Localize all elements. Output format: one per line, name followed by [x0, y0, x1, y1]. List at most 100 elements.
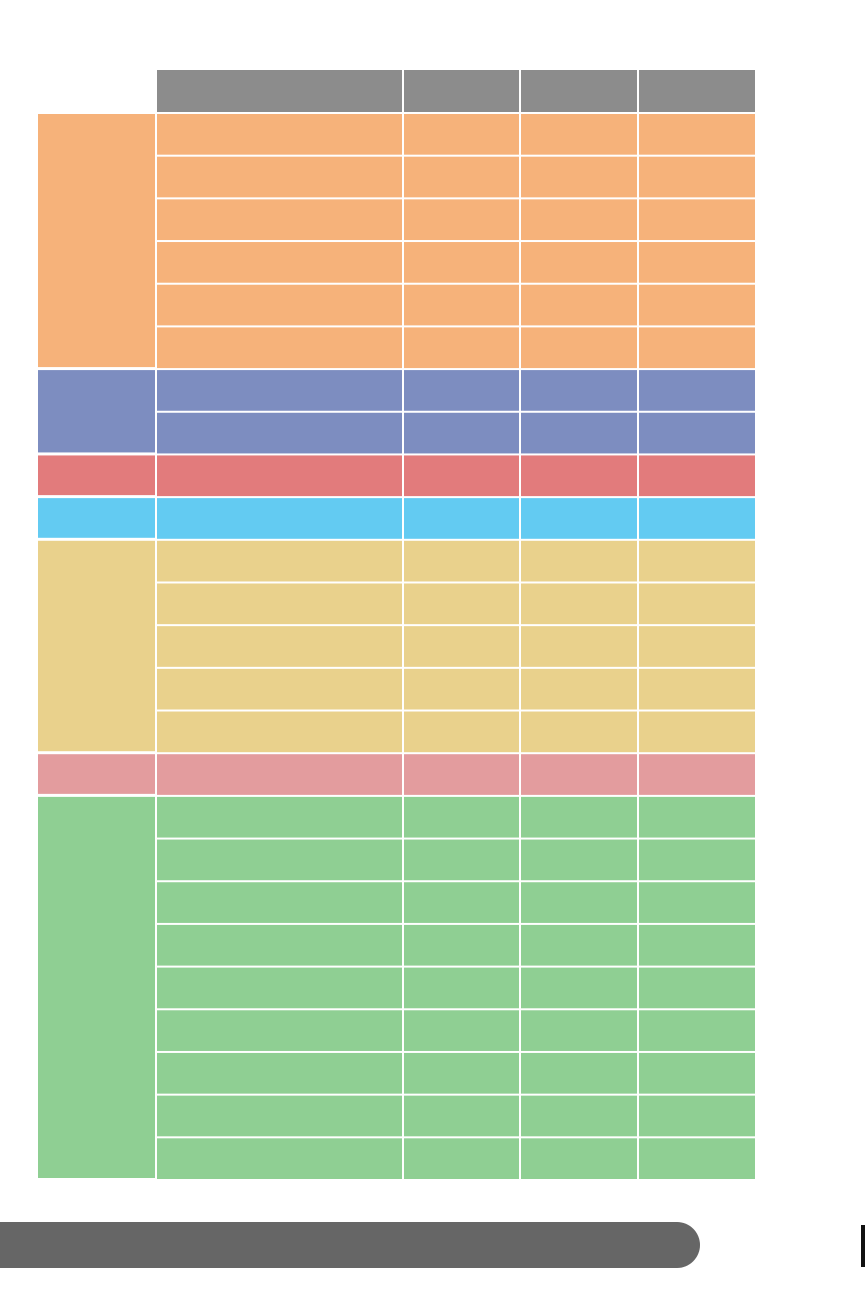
group-cell — [38, 455, 155, 496]
body-cell — [521, 284, 637, 326]
body-cell — [639, 455, 755, 497]
body-cell — [639, 796, 755, 838]
body-cell — [639, 114, 755, 155]
body-cell — [521, 498, 637, 539]
body-cell — [639, 583, 755, 625]
body-cell — [521, 1010, 637, 1051]
header-cell — [639, 70, 755, 112]
body-cell — [157, 924, 402, 966]
body-cell — [157, 1010, 402, 1051]
body-cell — [404, 284, 519, 326]
group-cell — [38, 498, 155, 538]
body-cell — [404, 327, 519, 369]
body-cell — [639, 327, 755, 369]
table — [38, 70, 755, 1179]
body-cell — [639, 284, 755, 326]
body-cell — [639, 967, 755, 1009]
group-cell — [38, 370, 155, 453]
body-cell — [404, 967, 519, 1009]
body-cell — [521, 839, 637, 881]
body-cell — [639, 242, 755, 283]
body-cell — [521, 540, 637, 582]
body-cell — [404, 754, 519, 795]
body-cell — [157, 455, 402, 497]
body-cell — [639, 924, 755, 966]
body-cell — [157, 370, 402, 411]
body-cell — [157, 199, 402, 241]
body-cell — [404, 796, 519, 838]
body-cell — [404, 455, 519, 497]
body-cell — [157, 882, 402, 923]
body-cell — [404, 242, 519, 283]
body-cell — [157, 668, 402, 710]
group-cell — [38, 540, 155, 752]
body-cell — [639, 370, 755, 411]
body-cell — [639, 1010, 755, 1051]
body-cell — [157, 583, 402, 625]
body-cell — [521, 583, 637, 625]
body-cell — [404, 540, 519, 582]
body-cell — [521, 199, 637, 241]
body-cell — [404, 711, 519, 753]
body-cell — [521, 242, 637, 283]
body-cell — [157, 754, 402, 795]
body-cell — [157, 1052, 402, 1094]
body-cell — [521, 370, 637, 411]
header-cell — [404, 70, 519, 112]
page-edge-mark — [861, 1225, 865, 1267]
body-cell — [157, 967, 402, 1009]
body-cell — [404, 114, 519, 155]
body-cell — [157, 412, 402, 454]
body-cell — [521, 1052, 637, 1094]
body-cell — [404, 1052, 519, 1094]
body-cell — [404, 1095, 519, 1137]
body-cell — [639, 626, 755, 667]
body-cell — [404, 626, 519, 667]
body-cell — [521, 882, 637, 923]
body-cell — [157, 1138, 402, 1179]
body-cell — [521, 1138, 637, 1179]
body-cell — [404, 199, 519, 241]
body-cell — [404, 882, 519, 923]
body-cell — [404, 156, 519, 198]
body-cell — [157, 839, 402, 881]
body-cell — [404, 924, 519, 966]
body-cell — [157, 540, 402, 582]
body-cell — [157, 711, 402, 753]
body-cell — [639, 882, 755, 923]
body-cell — [639, 839, 755, 881]
body-cell — [521, 967, 637, 1009]
body-cell — [521, 668, 637, 710]
body-cell — [639, 711, 755, 753]
body-cell — [157, 498, 402, 539]
header-cell — [157, 70, 402, 112]
body-cell — [639, 498, 755, 539]
body-cell — [404, 1138, 519, 1179]
body-cell — [639, 754, 755, 795]
body-cell — [521, 1095, 637, 1137]
body-cell — [404, 583, 519, 625]
body-cell — [157, 114, 402, 155]
body-cell — [639, 668, 755, 710]
body-cell — [404, 412, 519, 454]
body-cell — [639, 412, 755, 454]
body-cell — [157, 156, 402, 198]
body-cell — [404, 668, 519, 710]
body-cell — [157, 796, 402, 838]
group-cell — [38, 796, 155, 1178]
body-cell — [521, 156, 637, 198]
body-cell — [404, 370, 519, 411]
body-cell — [157, 1095, 402, 1137]
group-cell — [38, 754, 155, 794]
body-cell — [157, 284, 402, 326]
body-cell — [521, 114, 637, 155]
body-cell — [639, 1095, 755, 1137]
body-cell — [404, 498, 519, 539]
body-cell — [521, 711, 637, 753]
body-cell — [639, 156, 755, 198]
body-cell — [521, 754, 637, 795]
body-cell — [521, 924, 637, 966]
body-cell — [404, 839, 519, 881]
